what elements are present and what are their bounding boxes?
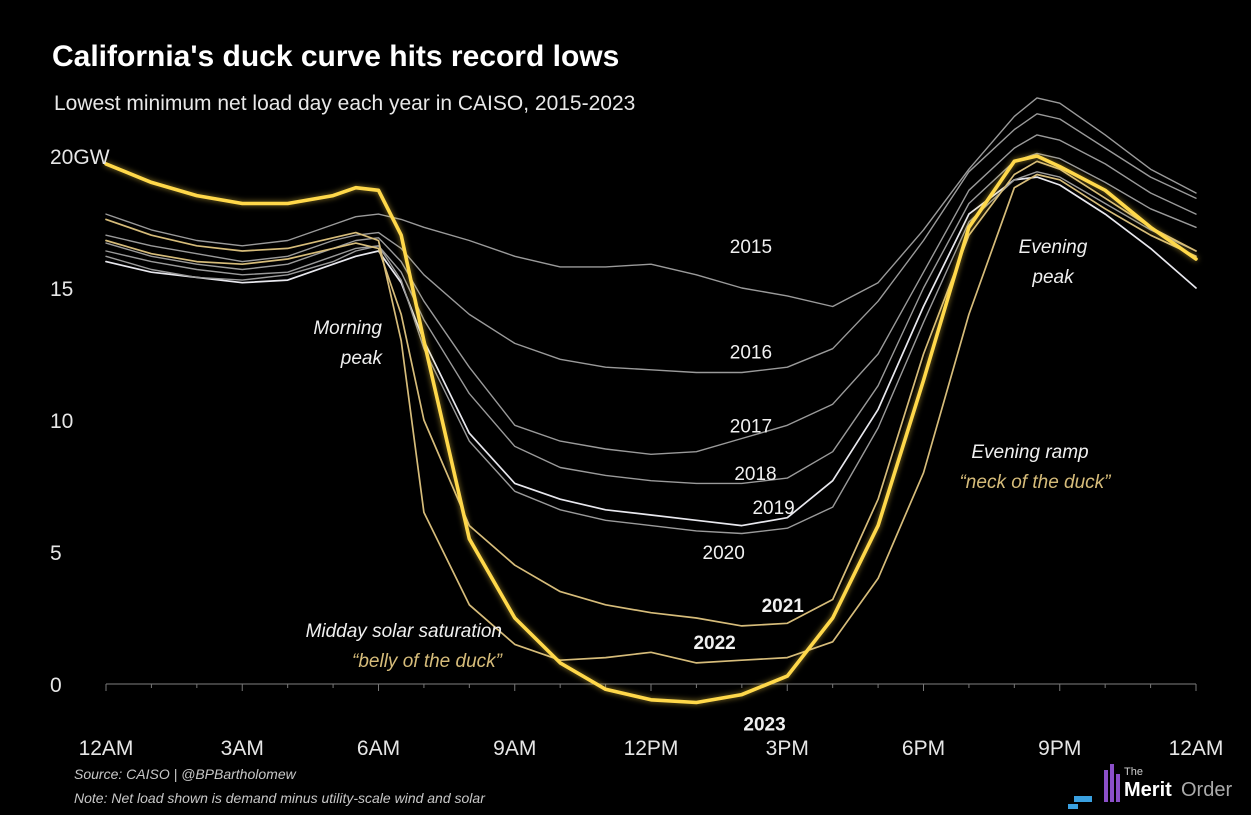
series-label-2019: 2019 (752, 498, 794, 519)
annotation-neck-of-duck: “neck of the duck” (959, 472, 1112, 493)
logo-merit: Merit (1124, 779, 1172, 801)
annotation-midday-solar: Midday solar saturation (306, 621, 502, 642)
x-tick-label: 6PM (902, 737, 945, 760)
x-tick-label: 12AM (1169, 737, 1224, 760)
annotation-evening-peak: peak (1031, 267, 1075, 288)
series-label-2022: 2022 (693, 633, 735, 654)
series-label-2017: 2017 (730, 416, 772, 437)
merit-order-logo: The Merit Order (1068, 762, 1238, 810)
series-line-2015 (105, 97, 1197, 308)
series-line-2017 (105, 134, 1197, 455)
y-tick-label: 5 (50, 542, 62, 565)
x-tick-label: 9PM (1038, 737, 1081, 760)
series-line-2022 (105, 173, 1197, 664)
x-tick-label: 3AM (221, 737, 264, 760)
annotation-evening-peak: Evening (1019, 237, 1088, 258)
footnote: Note: Net load shown is demand minus uti… (74, 790, 485, 806)
series-line-2016 (105, 113, 1197, 374)
x-tick-label: 3PM (766, 737, 809, 760)
series-line-2020 (105, 171, 1197, 535)
y-tick-label: 20GW (50, 146, 110, 169)
chart-subtitle: Lowest minimum net load day each year in… (54, 92, 636, 115)
chart-title: California's duck curve hits record lows (52, 40, 620, 73)
merit-order-logo-mark (1068, 764, 1120, 809)
annotation-morning-peak: Morning (313, 318, 382, 339)
series-label-2018: 2018 (734, 464, 776, 485)
series-label-2020: 2020 (703, 543, 745, 564)
annotation-belly-of-duck: “belly of the duck” (352, 651, 504, 672)
series-label-2015: 2015 (730, 237, 772, 258)
y-tick-label: 0 (50, 674, 62, 697)
y-tick-label: 10 (50, 410, 73, 433)
series-label-2016: 2016 (730, 342, 772, 363)
series-label-2021: 2021 (762, 596, 805, 617)
logo-order: Order (1181, 779, 1233, 801)
y-tick-label: 15 (50, 278, 73, 301)
logo-the: The (1124, 766, 1143, 778)
annotation-morning-peak: peak (340, 348, 384, 369)
x-tick-label: 12PM (624, 737, 679, 760)
source-note: Source: CAISO | @BPBartholomew (74, 766, 296, 782)
x-tick-label: 9AM (493, 737, 536, 760)
series-label-2023: 2023 (743, 715, 785, 736)
series-line-2021 (105, 160, 1197, 627)
series-line-2023 (104, 154, 1198, 705)
x-tick-label: 12AM (79, 737, 134, 760)
series-line-2019 (105, 176, 1197, 527)
annotation-evening-ramp: Evening ramp (971, 442, 1088, 463)
x-tick-label: 6AM (357, 737, 400, 760)
